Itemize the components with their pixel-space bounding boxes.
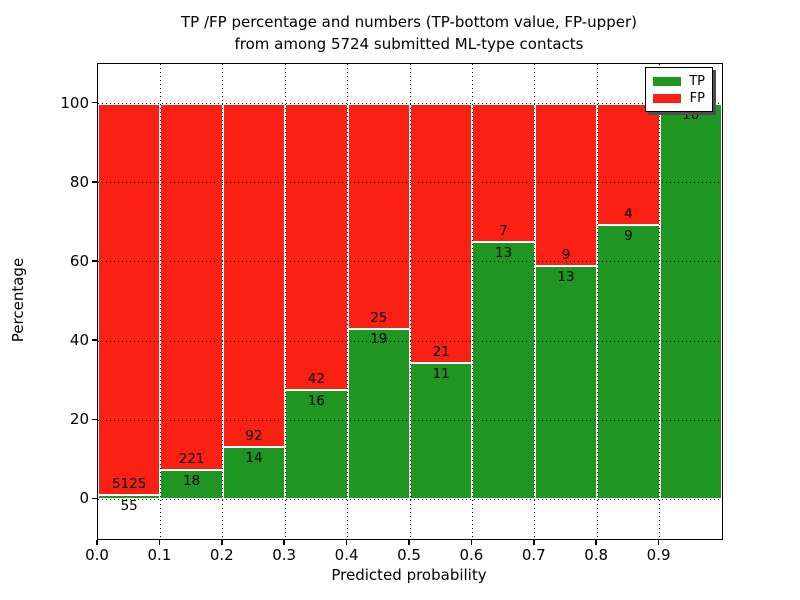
gridline-vertical	[284, 64, 286, 539]
gridline-horizontal	[98, 182, 722, 184]
bar-segment-fp	[410, 103, 473, 364]
y-tick-mark	[92, 339, 97, 341]
tp-count-label: 11	[432, 366, 450, 383]
x-tick-mark	[595, 540, 597, 545]
x-tick-mark	[345, 540, 348, 545]
plot-area: 5125 55 221 18 92 14 42 16 25 19 21 11 7 13 9 13 4 9 10	[97, 63, 723, 540]
gridline-vertical	[659, 64, 661, 539]
x-tick-label: 0.1	[147, 546, 172, 564]
bar-segment-fp	[472, 103, 535, 243]
y-tick-mark	[92, 260, 97, 262]
bar-segment-fp	[597, 103, 660, 226]
fp-count-label: 4	[624, 206, 633, 223]
bar-segment-fp	[98, 103, 161, 496]
fp-count-label: 25	[370, 309, 388, 326]
x-tick-mark	[283, 540, 285, 545]
bar-segment-fp	[347, 103, 410, 329]
x-tick-mark	[96, 540, 98, 545]
legend-item: TP	[653, 73, 705, 90]
bar-segment-tp	[472, 242, 535, 500]
fp-count-label: 221	[178, 450, 205, 467]
chart-title-line1: TP /FP percentage and numbers (TP-bottom…	[181, 13, 637, 31]
x-tick-label: 0.6	[459, 546, 484, 564]
x-axis-label: Predicted probability	[331, 566, 487, 584]
gridline-horizontal	[98, 103, 722, 105]
tp-count-label: 14	[245, 450, 263, 467]
bar-segment-tp	[659, 103, 722, 500]
gridline-vertical	[596, 64, 598, 539]
gridline-vertical	[159, 64, 161, 539]
y-axis-label: Percentage	[9, 257, 27, 343]
fp-count-label: 92	[245, 428, 263, 445]
x-tick-label: 0.8	[584, 546, 609, 564]
gridline-vertical	[534, 64, 536, 539]
y-tick-label: 40	[69, 331, 89, 350]
fp-count-label: 42	[307, 371, 325, 388]
tp-count-label: 9	[624, 228, 633, 245]
legend: TP FP	[645, 67, 713, 112]
y-tick-label: 20	[69, 410, 89, 429]
bar-segment-tp	[285, 390, 348, 500]
bar-segment-fp	[222, 103, 286, 448]
fp-count-label: 21	[432, 344, 450, 361]
bar-segment-fp	[534, 103, 598, 266]
x-tick-mark	[221, 540, 223, 545]
y-tick-mark	[92, 181, 97, 183]
chart-title-line2: from among 5724 submitted ML-type contac…	[234, 35, 584, 53]
x-tick-label: 0.5	[397, 546, 421, 564]
tp-count-label: 13	[495, 245, 513, 262]
y-tick-mark	[92, 497, 97, 500]
bar-segment-tp	[98, 495, 161, 500]
legend-label-fp: FP	[689, 91, 705, 106]
x-tick-mark	[158, 540, 161, 545]
bar-segment-tp	[534, 265, 598, 500]
x-tick-label: 0.0	[85, 546, 109, 564]
gridline-vertical	[471, 64, 473, 539]
chart-title: TP /FP percentage and numbers (TP-bottom…	[97, 11, 721, 55]
fp-count-label: 9	[561, 246, 571, 263]
gridline-vertical	[347, 64, 349, 539]
y-tick-label: 60	[69, 251, 89, 270]
x-tick-mark	[657, 540, 660, 545]
x-tick-label: 0.4	[334, 546, 359, 564]
legend-swatch-tp	[653, 77, 681, 86]
legend-label-tp: TP	[689, 74, 705, 89]
y-tick-mark	[92, 101, 97, 104]
gridline-horizontal	[98, 340, 722, 342]
y-tick-label: 100	[60, 93, 89, 112]
bar-segment-tp	[410, 363, 473, 500]
tp-count-label: 16	[307, 393, 325, 410]
gridline-vertical	[409, 64, 411, 539]
y-tick-label: 0	[79, 489, 89, 508]
gridline-horizontal	[98, 261, 722, 263]
x-tick-mark	[408, 540, 410, 545]
legend-swatch-fp	[653, 94, 681, 103]
fp-count-label: 7	[499, 223, 508, 240]
bar-segment-tp	[597, 225, 660, 500]
bar-segment-fp	[160, 103, 223, 470]
legend-item: FP	[653, 90, 705, 107]
bar-segment-fp	[285, 103, 348, 391]
gridline-vertical	[222, 64, 224, 539]
x-tick-label: 0.2	[209, 546, 234, 564]
x-tick-mark	[470, 540, 473, 545]
tp-count-label: 19	[370, 331, 388, 348]
y-tick-label: 80	[69, 172, 89, 191]
tp-count-label: 55	[120, 498, 138, 515]
x-tick-label: 0.7	[521, 546, 546, 564]
x-tick-label: 0.3	[272, 546, 297, 564]
gridline-horizontal	[98, 498, 722, 500]
fp-count-label: 5125	[112, 476, 147, 493]
bar-segment-tp	[347, 328, 410, 500]
tp-count-label: 18	[183, 472, 201, 489]
gridline-horizontal	[98, 419, 722, 421]
tp-count-label: 13	[557, 268, 575, 285]
x-tick-label: 0.9	[646, 546, 671, 564]
y-tick-mark	[92, 418, 97, 420]
x-tick-mark	[533, 540, 535, 545]
